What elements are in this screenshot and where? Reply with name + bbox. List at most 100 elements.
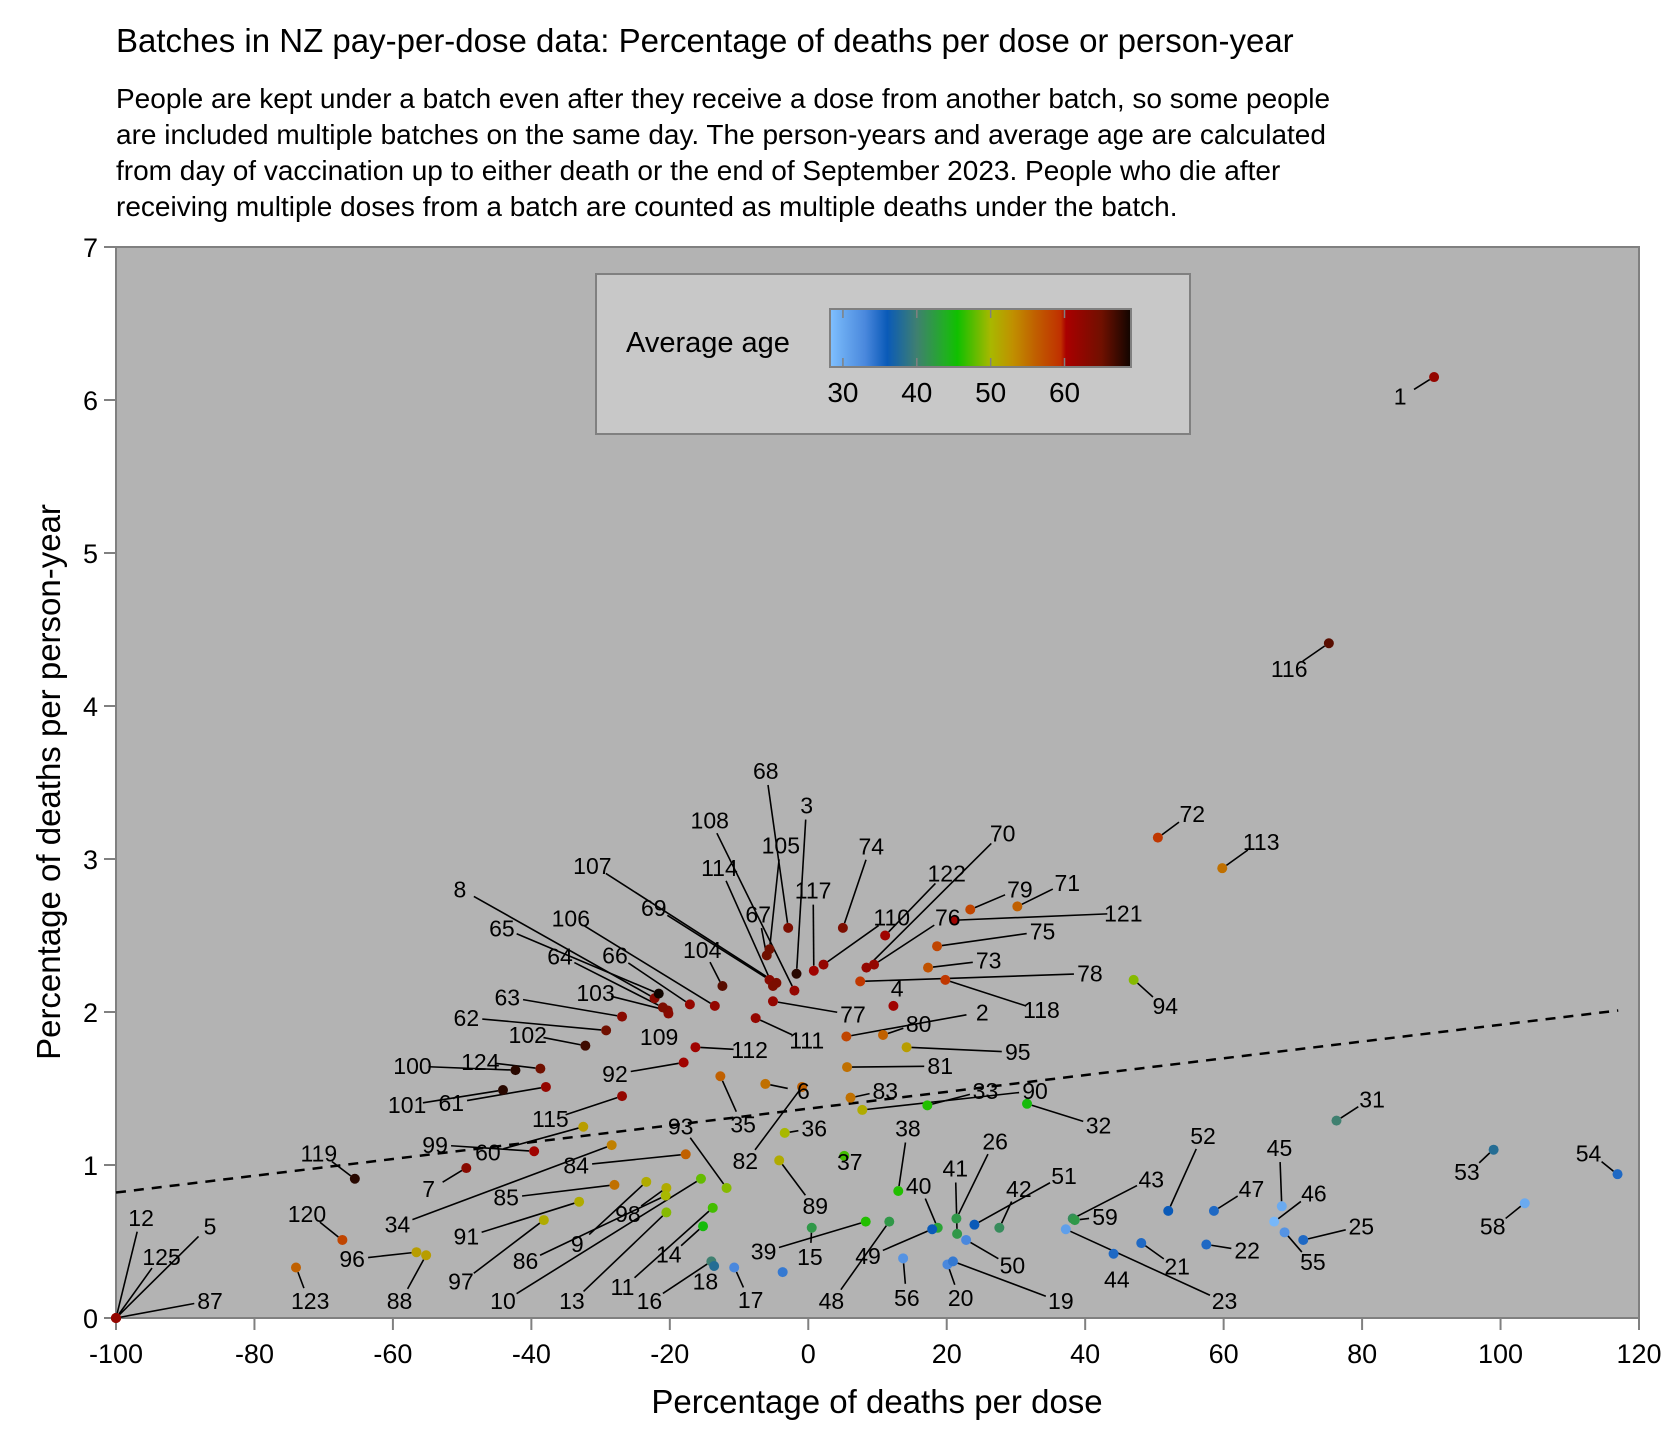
leader-line (543, 1036, 581, 1046)
leader-line (974, 894, 1006, 909)
data-point (888, 1000, 899, 1011)
leader-line (1279, 1162, 1283, 1202)
point-label: 3 (800, 793, 813, 819)
data-point (538, 1215, 549, 1226)
leader-line (1076, 1184, 1138, 1218)
data-point (760, 1078, 771, 1089)
point-label: 84 (563, 1152, 589, 1178)
point-label: 70 (990, 821, 1016, 847)
data-point (947, 1256, 958, 1267)
data-point (783, 922, 794, 933)
data-point (837, 922, 848, 933)
leader-line (610, 995, 664, 1011)
point-label: 117 (795, 878, 832, 904)
x-tick-label: -100 (89, 1339, 143, 1369)
data-point (994, 1222, 1005, 1233)
x-axis-label: Percentage of deaths per dose (651, 1383, 1102, 1420)
colorbar-tick-label: 50 (975, 377, 1006, 408)
y-axis-label: Percentage of deaths per person-year (30, 504, 67, 1060)
point-label: 116 (1271, 656, 1308, 682)
data-point (777, 1267, 788, 1278)
data-point (861, 962, 872, 973)
point-label: 67 (745, 901, 771, 927)
point-label: 46 (1301, 1180, 1327, 1206)
leader-line (777, 1001, 838, 1014)
x-tick-label: 0 (801, 1339, 816, 1369)
data-point (609, 1179, 620, 1190)
colorbar-tick-label: 60 (1049, 377, 1080, 408)
data-point (806, 1222, 817, 1233)
point-label: 71 (1055, 870, 1081, 896)
point-label: 62 (454, 1005, 480, 1031)
x-tick-label: -60 (373, 1339, 412, 1369)
y-tick-label: 4 (83, 692, 98, 722)
leader-line (1079, 1217, 1090, 1221)
point-label: 54 (1576, 1140, 1602, 1166)
data-point (461, 1163, 472, 1174)
leader-line (796, 819, 807, 969)
leader-line (605, 872, 773, 981)
point-label: 122 (927, 860, 965, 886)
y-tick-label: 3 (83, 845, 98, 875)
x-tick-label: 40 (1070, 1339, 1100, 1369)
point-label: 68 (753, 758, 779, 784)
leader-line (941, 932, 1027, 947)
leader-line (1169, 1148, 1197, 1207)
point-label: 55 (1300, 1249, 1326, 1275)
point-label: 78 (1077, 961, 1103, 987)
data-point (884, 1216, 895, 1227)
leader-line (911, 1046, 1002, 1053)
point-label: 59 (1092, 1204, 1118, 1230)
data-point (779, 1127, 790, 1138)
leader-line (778, 1222, 862, 1249)
data-point (818, 959, 829, 970)
leader-line (516, 933, 655, 993)
leader-line (1302, 645, 1326, 662)
data-point (857, 1104, 868, 1115)
data-point (922, 1100, 933, 1111)
x-tick-label: -20 (650, 1339, 689, 1369)
leader-line (877, 924, 935, 963)
leader-line (1413, 378, 1431, 391)
leader-line (882, 1230, 928, 1252)
colorbar-tick-label: 40 (901, 377, 932, 408)
data-point (1276, 1201, 1287, 1212)
data-point (969, 1219, 980, 1230)
data-point (580, 1040, 591, 1051)
data-point (1323, 638, 1334, 649)
data-point (791, 968, 802, 979)
leader-line (640, 1190, 663, 1207)
leader-lines (116, 378, 1614, 1318)
point-label: 58 (1480, 1214, 1506, 1240)
data-point (750, 1013, 761, 1024)
data-point (927, 1224, 938, 1235)
data-point (337, 1234, 348, 1245)
data-point (715, 1071, 726, 1082)
point-label: 94 (1153, 993, 1179, 1019)
data-point (1612, 1169, 1623, 1180)
data-point (617, 1011, 628, 1022)
x-tick-label: -80 (235, 1339, 274, 1369)
point-label: 113 (1243, 829, 1280, 855)
data-point (1163, 1205, 1174, 1216)
data-point (690, 1042, 701, 1053)
data-point (641, 1176, 652, 1187)
point-label: 47 (1239, 1176, 1265, 1202)
point-label: 51 (1051, 1163, 1077, 1189)
point-label: 73 (976, 948, 1002, 974)
point-label: 4 (891, 976, 904, 1002)
leader-line (583, 1215, 664, 1293)
leader-line (852, 1065, 925, 1068)
data-point (540, 1081, 551, 1092)
data-point (845, 1092, 856, 1103)
x-tick-label: -40 (512, 1339, 551, 1369)
point-label: 5 (204, 1214, 217, 1240)
point-label: 7 (422, 1176, 435, 1202)
leader-line (709, 961, 721, 982)
leader-line (754, 1090, 800, 1151)
leader-line (1031, 1104, 1084, 1123)
point-label: 90 (1022, 1078, 1048, 1104)
data-point (878, 1029, 889, 1040)
data-point (661, 1182, 672, 1193)
